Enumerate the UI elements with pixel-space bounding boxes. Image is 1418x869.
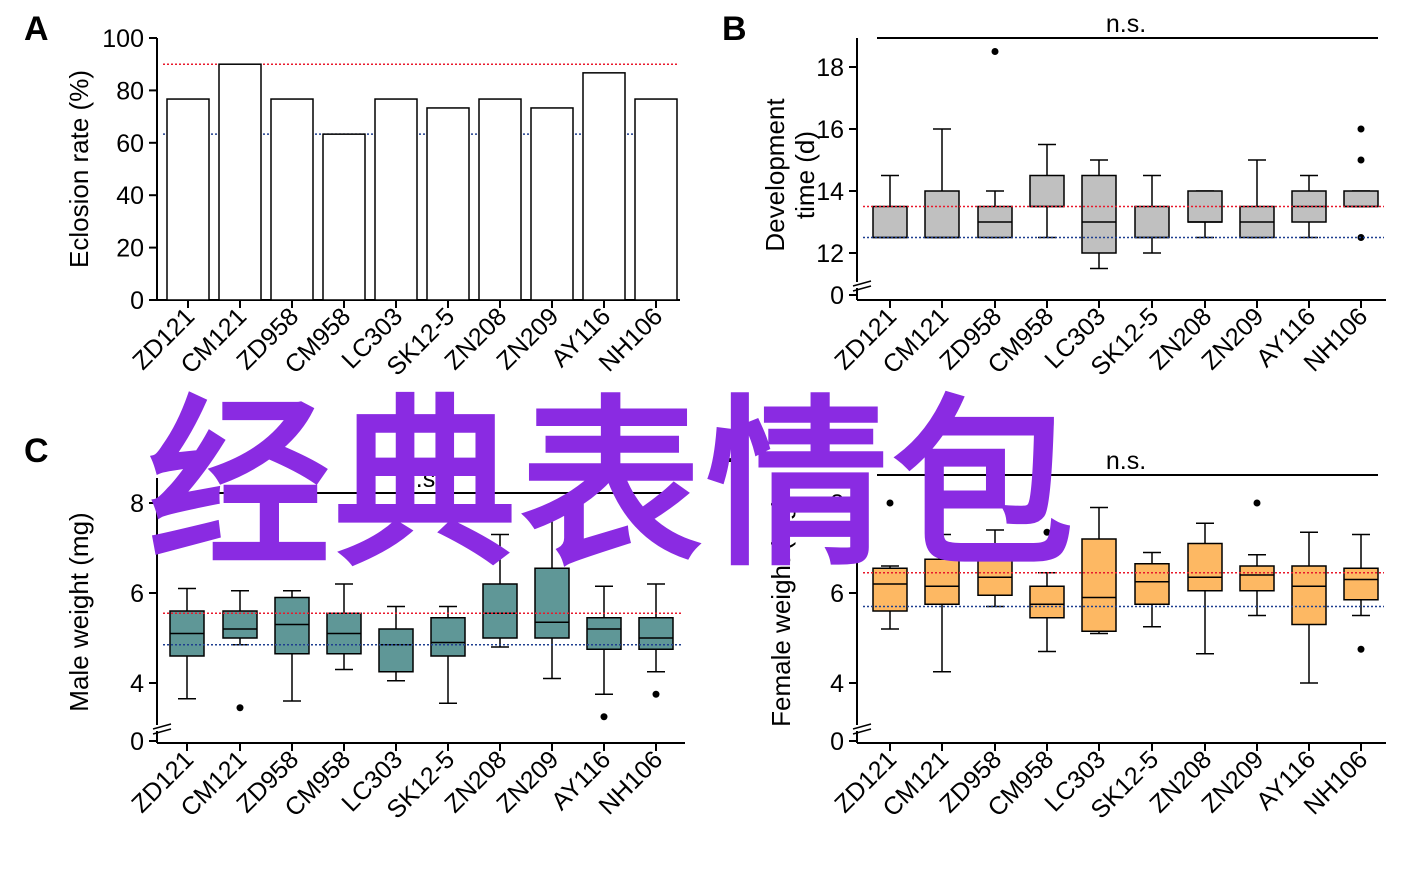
- box: [924, 190, 960, 239]
- y-tick-label: 100: [102, 25, 144, 53]
- y-tick-label: 0: [830, 728, 844, 756]
- bar: [270, 98, 314, 301]
- axis-break-mark: [152, 728, 172, 735]
- y-tick-label: 4: [830, 670, 844, 698]
- bar: [322, 133, 366, 301]
- y-axis-label-line: time (d): [790, 131, 820, 219]
- y-tick-label: 18: [816, 54, 844, 82]
- bar: [426, 107, 470, 301]
- y-tick-label: 16: [816, 116, 844, 144]
- box: [924, 558, 960, 605]
- y-tick-label: 60: [116, 130, 144, 158]
- y-axis-label-line: Development: [760, 98, 790, 252]
- y-tick-label: 12: [816, 240, 844, 268]
- axis-break-mark: [852, 728, 872, 735]
- y-tick-label: 80: [116, 77, 144, 105]
- box: [1291, 565, 1327, 626]
- axis-break-mark: [852, 280, 872, 287]
- panel-letter-a: A: [24, 10, 49, 48]
- y-axis-label: Male weight (mg): [64, 512, 94, 711]
- box: [1029, 585, 1065, 619]
- box: [534, 567, 570, 639]
- bar: [166, 98, 210, 301]
- box: [1343, 190, 1379, 208]
- outlier-point: [1357, 156, 1365, 164]
- outlier-point: [1357, 645, 1365, 653]
- panel-letter-c: C: [24, 432, 49, 470]
- significance-label: n.s.: [1106, 447, 1146, 475]
- box: [1081, 538, 1117, 632]
- box: [1029, 174, 1065, 208]
- y-tick-label: 6: [130, 580, 144, 608]
- significance-label: n.s.: [1106, 10, 1146, 38]
- y-tick-label: 8: [130, 490, 144, 518]
- box: [1187, 542, 1223, 592]
- y-tick-label: 40: [116, 182, 144, 210]
- significance-label: n.s.: [402, 465, 442, 493]
- y-axis-label: Eclosion rate (%): [64, 70, 94, 268]
- outlier-point: [1357, 125, 1365, 133]
- y-tick-label: 0: [130, 287, 144, 315]
- box: [872, 567, 908, 612]
- box: [430, 617, 466, 657]
- outlier-point: [991, 48, 999, 55]
- box: [1134, 205, 1170, 239]
- outlier-point: [600, 713, 608, 721]
- box: [378, 628, 414, 673]
- y-tick-label: 8: [830, 490, 844, 518]
- box: [1239, 565, 1275, 592]
- watermark-layer: 经典表情包: [148, 379, 1078, 591]
- y-tick-label: 0: [830, 282, 844, 310]
- box: [482, 583, 518, 639]
- outlier-point: [1253, 499, 1261, 507]
- y-axis-label: Female weight (mg): [766, 497, 796, 727]
- box: [222, 610, 258, 639]
- outlier-point: [1043, 528, 1051, 536]
- y-tick-label: 14: [816, 178, 844, 206]
- y-tick-label: 6: [830, 580, 844, 608]
- watermark-text: 经典表情包: [148, 379, 1078, 591]
- box: [1081, 174, 1117, 254]
- box: [977, 551, 1013, 596]
- bar: [582, 72, 626, 301]
- y-tick-label: 20: [116, 235, 144, 263]
- y-axis-label: Developmenttime (d): [760, 98, 820, 252]
- y-tick-label: 0: [130, 728, 144, 756]
- outlier-point: [236, 704, 244, 712]
- box: [872, 205, 908, 239]
- box: [1134, 563, 1170, 605]
- outlier-point: [886, 499, 894, 507]
- panel-letter-d: D: [722, 432, 747, 470]
- panel-letter-b: B: [722, 10, 747, 48]
- bar: [218, 63, 262, 301]
- y-tick-label: 4: [130, 670, 144, 698]
- axis-break-mark: [852, 723, 872, 730]
- bar: [374, 98, 418, 301]
- bar: [478, 98, 522, 301]
- outlier-point: [652, 690, 660, 698]
- axis-break-mark: [152, 723, 172, 730]
- bar: [634, 98, 678, 301]
- bar: [530, 107, 574, 301]
- axis-break-mark: [852, 285, 872, 292]
